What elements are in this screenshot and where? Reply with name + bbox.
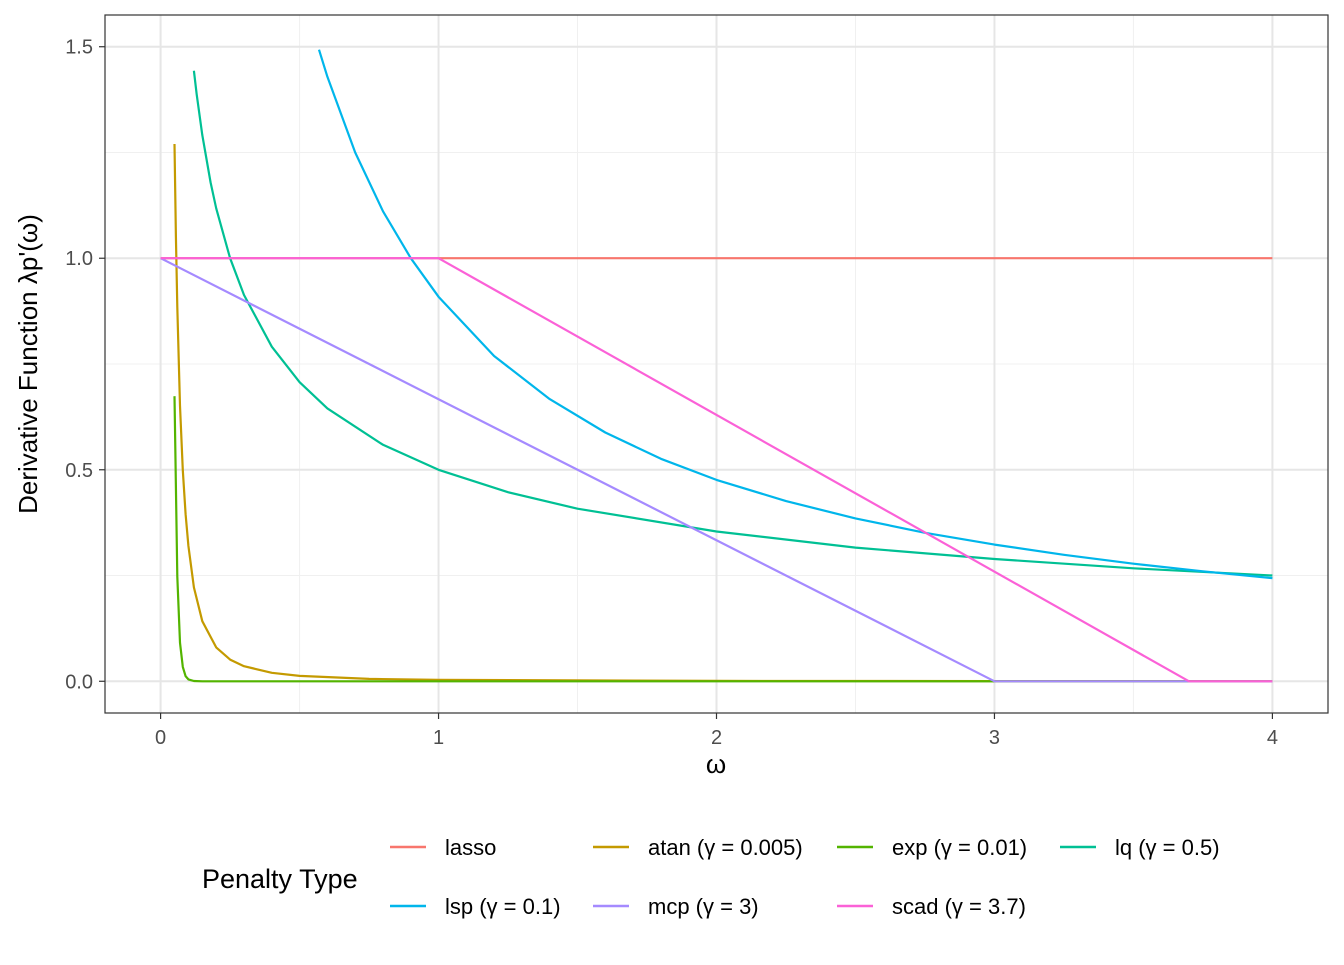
x-tick-label: 3 — [989, 727, 1000, 749]
legend-label: lq (γ = 0.5) — [1115, 835, 1220, 860]
series-line-scad — [160, 257, 1273, 683]
legend-label: scad (γ = 3.7) — [892, 894, 1026, 919]
series-line-lsp — [317, 49, 1273, 580]
legend-label: mcp (γ = 3) — [648, 894, 759, 919]
legend-item-lasso: lasso — [390, 835, 496, 860]
x-tick-label: 1 — [433, 727, 444, 749]
y-tick-label: 0.0 — [65, 671, 93, 693]
series-line-lq — [192, 70, 1273, 577]
legend-item-lq: lq (γ = 0.5) — [1060, 835, 1220, 860]
x-tick-label: 2 — [711, 727, 722, 749]
series-line-atan — [173, 143, 1273, 683]
legend-item-lsp: lsp (γ = 0.1) — [390, 894, 561, 919]
y-tick-label: 1.5 — [65, 37, 93, 59]
x-tick-label: 0 — [155, 727, 166, 749]
legend: lasso atan (γ = 0.005) exp (γ = 0.01) lq (γ… — [390, 835, 1220, 919]
axes: 0 1 2 3 4 0.0 0.5 1.0 1.5 — [65, 37, 1278, 749]
series-line-mcp — [160, 257, 1273, 683]
legend-item-mcp: mcp (γ = 3) — [593, 894, 759, 919]
legend-item-scad: scad (γ = 3.7) — [837, 894, 1026, 919]
y-axis-title: Derivative Function λp'(ω) — [13, 214, 43, 514]
legend-label: lsp (γ = 0.1) — [445, 894, 561, 919]
legend-label: atan (γ = 0.005) — [648, 835, 803, 860]
legend-title: Penalty Type — [202, 864, 358, 894]
legend-item-exp: exp (γ = 0.01) — [837, 835, 1027, 860]
series-lines — [160, 49, 1273, 683]
x-axis-title: ω — [706, 749, 726, 779]
legend-label: exp (γ = 0.01) — [892, 835, 1027, 860]
legend-label: lasso — [445, 835, 496, 860]
series-line-exp — [173, 396, 1273, 683]
legend-item-atan: atan (γ = 0.005) — [593, 835, 803, 860]
y-tick-label: 1.0 — [65, 248, 93, 270]
y-tick-label: 0.5 — [65, 460, 93, 482]
x-tick-label: 4 — [1267, 727, 1278, 749]
